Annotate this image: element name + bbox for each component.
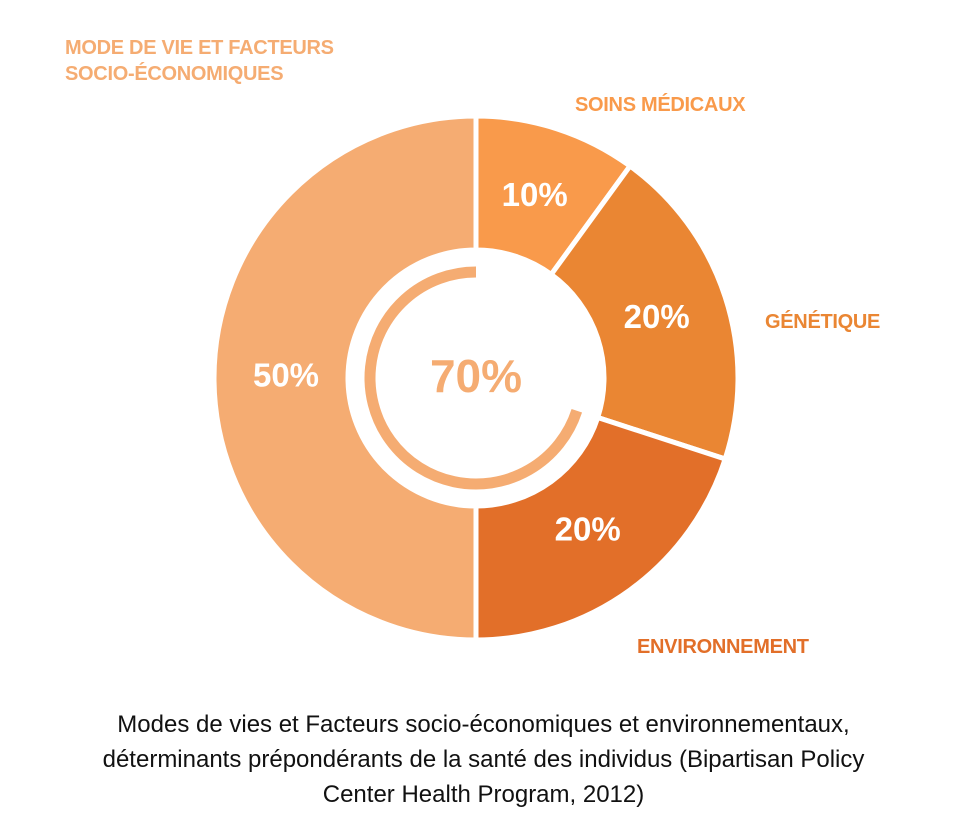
donut-hole bbox=[348, 250, 604, 506]
center-arc bbox=[364, 266, 583, 490]
category-label: SOINS MÉDICAUX bbox=[575, 94, 746, 116]
caption: Modes de vies et Facteurs socio-économiq… bbox=[102, 711, 865, 808]
value-label: 20% bbox=[555, 510, 621, 547]
category-label: MODE DE VIE ET FACTEURS SOCIO-ÉCONOMIQUE… bbox=[65, 37, 334, 85]
category-label: ENVIRONNEMENT bbox=[637, 636, 809, 658]
value-label: 50% bbox=[253, 357, 319, 394]
center-label: 70% bbox=[430, 350, 522, 402]
chart: 10% 20% 20% 50% 70% bbox=[214, 116, 738, 640]
value-label: 10% bbox=[502, 176, 568, 213]
value-label: 20% bbox=[624, 298, 690, 335]
category-label: GÉNÉTIQUE bbox=[765, 311, 881, 333]
